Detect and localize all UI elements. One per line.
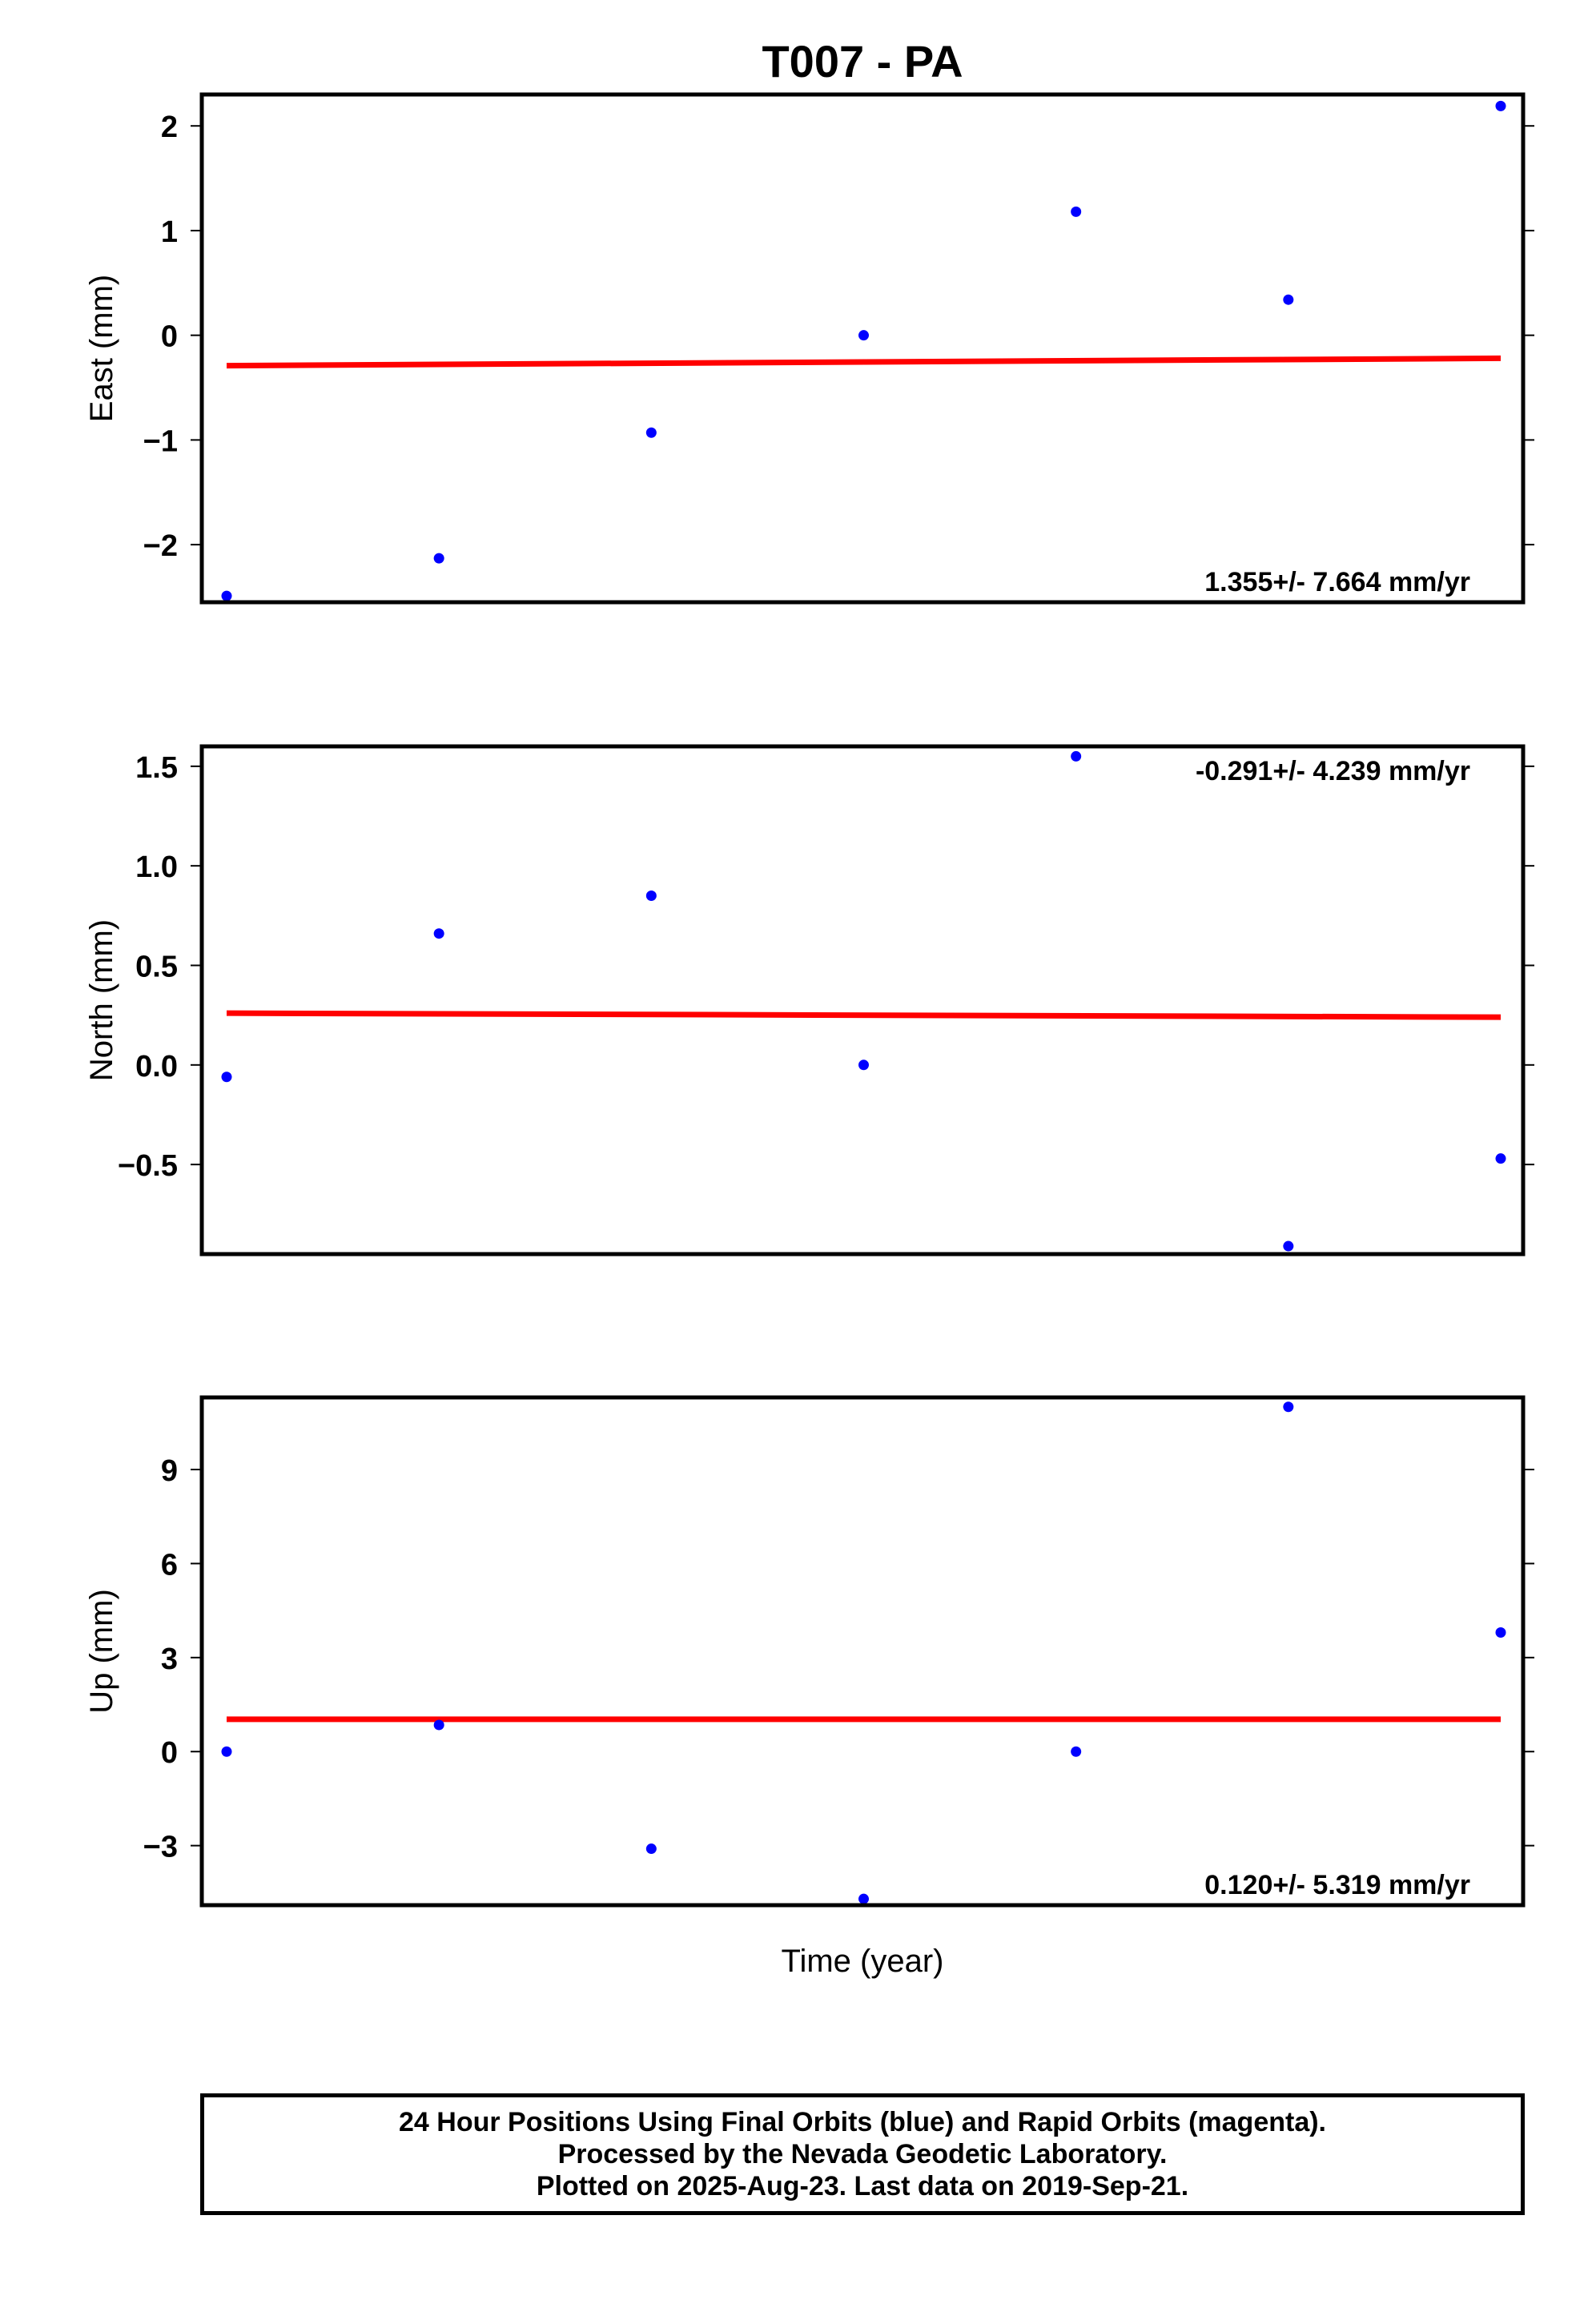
east-data-point (1495, 100, 1506, 111)
north-ytick-label: −0.5 (118, 1149, 178, 1183)
up-axis-label: Up (mm) (84, 1589, 119, 1714)
north-data-point (1495, 1153, 1506, 1164)
up-data-point (645, 1844, 657, 1855)
north-data-point (221, 1072, 232, 1083)
east-ytick-label: −2 (143, 529, 178, 563)
up-ytick-label: 3 (161, 1642, 178, 1676)
north-ytick-label: 1.0 (135, 850, 178, 884)
north-data-point (645, 890, 657, 901)
north-ytick-label: 0.0 (135, 1050, 178, 1084)
up-ytick-label: −3 (143, 1831, 178, 1864)
chart-title: T007 - PA (762, 36, 963, 86)
east-data-point (645, 427, 657, 438)
up-data-point (858, 1893, 869, 1904)
east-panel: 2 1 0 −1 −2 East (mm) 1.355+/- 7.664 mm/yr (84, 92, 1534, 605)
east-data-point (1283, 294, 1294, 305)
north-panel: 1.5 1.0 0.5 0.0 −0.5 North (mm) -0.291+/- 4.23… (84, 744, 1534, 1256)
north-ytick-label: 0.5 (135, 950, 178, 983)
east-data-point (1071, 206, 1082, 217)
east-plot-frame (199, 92, 1526, 605)
up-data-point (1283, 1401, 1294, 1413)
east-data-point (221, 590, 232, 601)
x-axis-label: Time (year) (782, 1944, 944, 1979)
east-ytick-label: 1 (161, 215, 178, 249)
up-panel: 9 6 3 0 −3 Up (mm) 0.120+/- 5.319 mm/yr (84, 1395, 1534, 1908)
up-rate-label: 0.120+/- 5.319 mm/yr (1204, 1870, 1470, 1900)
up-ytick-label: 6 (161, 1548, 178, 1582)
east-rate-label: 1.355+/- 7.664 mm/yr (1204, 567, 1470, 597)
up-plot-frame (199, 1395, 1526, 1908)
east-data-point (858, 330, 869, 341)
north-data-point (1283, 1240, 1294, 1252)
up-data-point (1495, 1627, 1506, 1638)
footer-line-processor: Processed by the Nevada Geodetic Laborat… (557, 2139, 1168, 2169)
east-axis-label: East (mm) (84, 275, 119, 422)
footer-caption-box: 24 Hour Positions Using Final Orbits (bl… (200, 2093, 1525, 2215)
footer-line-orbits: 24 Hour Positions Using Final Orbits (bl… (399, 2107, 1326, 2137)
north-trend-line (226, 1010, 1502, 1020)
north-rate-label: -0.291+/- 4.239 mm/yr (1196, 756, 1470, 786)
up-data-point (221, 1746, 232, 1757)
north-data-point (858, 1059, 869, 1071)
north-plot-frame (199, 744, 1526, 1256)
east-data-point (433, 553, 444, 564)
east-ytick-label: 0 (161, 320, 178, 354)
up-data-point (1071, 1746, 1082, 1757)
north-data-point (1071, 750, 1082, 762)
north-axis-label: North (mm) (84, 919, 119, 1081)
north-data-point (433, 928, 444, 939)
footer-line-dates: Plotted on 2025-Aug-23. Last data on 201… (536, 2171, 1189, 2201)
north-ytick-label: 1.5 (135, 751, 178, 785)
east-ytick-label: 2 (161, 111, 178, 144)
up-data-point (433, 1719, 444, 1731)
up-ytick-label: 9 (161, 1454, 178, 1488)
up-ytick-label: 0 (161, 1736, 178, 1770)
east-trend-line (226, 355, 1502, 369)
east-ytick-label: −1 (143, 424, 178, 458)
